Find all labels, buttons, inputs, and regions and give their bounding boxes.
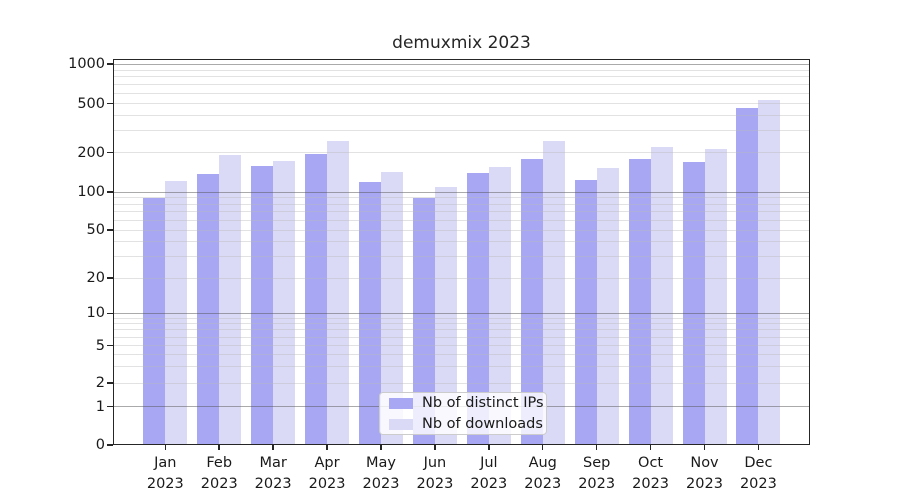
- x-tick-label: Jul 2023: [470, 455, 508, 492]
- legend-swatch-downloads: [389, 418, 413, 430]
- chart-title: demuxmix 2023: [392, 33, 531, 53]
- bar-downloads: [434, 187, 457, 445]
- bar-distinct-ips: [412, 197, 435, 445]
- x-tick-label: Dec 2023: [739, 455, 777, 492]
- bar-distinct-ips: [197, 173, 220, 445]
- legend-item-distinct-ips: Nb of distinct IPs: [389, 395, 544, 411]
- bar-distinct-ips: [574, 180, 597, 445]
- legend-label-downloads: Nb of downloads: [422, 416, 543, 432]
- bar-downloads: [596, 168, 619, 445]
- y-tick-mark: [107, 102, 113, 105]
- bar-distinct-ips: [143, 198, 166, 445]
- bar-distinct-ips: [520, 159, 543, 445]
- x-tick-mark: [164, 445, 167, 450]
- y-tick-mark: [107, 444, 113, 446]
- x-tick-label: Sep 2023: [578, 455, 616, 492]
- y-tick-mark: [107, 63, 113, 65]
- x-tick-label: Oct 2023: [632, 455, 670, 492]
- bar-downloads: [219, 154, 242, 445]
- y-tick-label: 10: [86, 305, 105, 322]
- bar-downloads: [650, 146, 673, 445]
- y-tick-label: 0: [95, 437, 105, 453]
- y-tick-label: 1: [95, 398, 105, 415]
- x-tick-mark: [380, 445, 382, 450]
- x-tick-mark: [757, 445, 760, 450]
- y-tick-label: 500: [77, 95, 105, 112]
- x-tick-mark: [541, 445, 544, 450]
- y-tick-mark: [107, 312, 113, 315]
- y-tick-label: 200: [77, 144, 105, 161]
- y-tick-mark: [107, 344, 113, 347]
- bar-distinct-ips: [251, 166, 274, 445]
- y-tick-label: 50: [86, 222, 105, 238]
- y-tick-label: 100: [77, 184, 105, 200]
- x-tick-label: Jan 2023: [146, 455, 184, 492]
- y-tick-mark: [107, 229, 113, 231]
- x-tick-label: Mar 2023: [254, 455, 292, 492]
- y-tick-mark: [107, 277, 113, 279]
- legend-label-distinct-ips: Nb of distinct IPs: [422, 395, 544, 411]
- bar-distinct-ips: [736, 108, 759, 445]
- legend-item-downloads: Nb of downloads: [389, 416, 543, 432]
- y-tick-mark: [107, 405, 113, 408]
- x-tick-mark: [272, 445, 274, 450]
- bar-downloads: [327, 141, 350, 445]
- y-tick-label: 2: [95, 375, 105, 391]
- x-tick-mark: [218, 445, 220, 450]
- bar-downloads: [704, 149, 727, 445]
- bar-distinct-ips: [628, 159, 651, 445]
- bar-downloads: [488, 166, 511, 445]
- x-tick-label: Nov 2023: [686, 455, 723, 492]
- x-tick-mark: [326, 445, 328, 450]
- legend: Nb of distinct IPs Nb of downloads: [379, 392, 547, 435]
- x-tick-label: May 2023: [362, 455, 400, 492]
- x-tick-label: Aug 2023: [524, 455, 562, 492]
- x-tick-mark: [649, 445, 652, 450]
- y-tick-mark: [107, 382, 113, 384]
- bars-layer: [113, 59, 810, 445]
- bar-downloads: [758, 100, 781, 445]
- legend-swatch-distinct-ips: [389, 397, 413, 409]
- x-tick-mark: [703, 445, 706, 450]
- bar-downloads: [542, 140, 565, 445]
- bar-distinct-ips: [682, 161, 705, 445]
- x-tick-mark: [488, 445, 490, 450]
- plot-area: Nb of distinct IPs Nb of downloads: [113, 59, 810, 445]
- x-tick-mark: [595, 445, 598, 450]
- y-tick-label: 5: [95, 337, 105, 354]
- x-tick-label: Apr 2023: [308, 455, 346, 492]
- bar-distinct-ips: [358, 181, 381, 445]
- y-tick-label: 1000: [68, 56, 105, 72]
- x-tick-label: Feb 2023: [200, 455, 238, 492]
- x-tick-label: Jun 2023: [416, 455, 454, 492]
- bar-distinct-ips: [305, 153, 328, 445]
- bar-distinct-ips: [466, 172, 489, 445]
- x-tick-mark: [434, 445, 436, 450]
- y-tick-mark: [107, 191, 113, 193]
- bar-downloads: [273, 160, 296, 445]
- y-tick-label: 20: [86, 270, 105, 286]
- bar-downloads: [165, 180, 188, 445]
- bar-downloads: [380, 172, 403, 445]
- y-tick-mark: [107, 151, 113, 154]
